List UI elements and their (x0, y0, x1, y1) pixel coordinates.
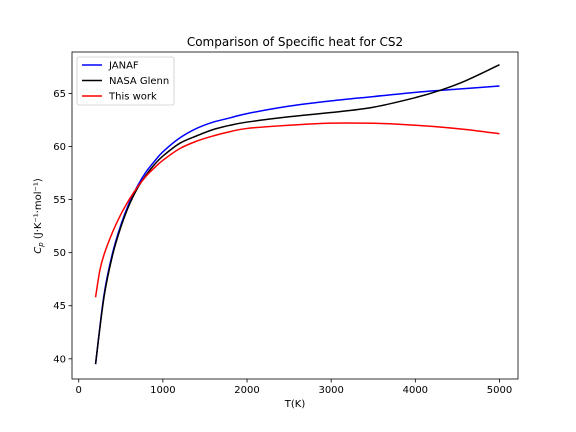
y-tick-label: 50 (53, 248, 66, 259)
legend-label-janaf: JANAF (108, 61, 139, 72)
y-axis-label-symbol: C (33, 247, 44, 254)
x-tick-label: 3000 (318, 385, 343, 396)
plot-frame (71, 51, 519, 380)
x-tick-label: 5000 (487, 385, 512, 396)
series-line-this-work (94, 122, 500, 298)
y-tick-label: 65 (53, 89, 66, 100)
x-tick-label: 1000 (150, 385, 175, 396)
y-axis-label: Cp (J·K⁻¹·mol⁻¹) (33, 178, 45, 254)
x-tick-label: 2000 (234, 385, 259, 396)
chart-title: Comparison of Specific heat for CS2 (187, 35, 403, 49)
x-tick-label: 4000 (403, 385, 428, 396)
x-axis-label: T(K) (284, 399, 306, 410)
x-tick-label: 0 (76, 385, 82, 396)
legend-box (76, 56, 175, 106)
series-line-nasa-glenn (94, 64, 500, 365)
legend-label-this-work: This work (108, 92, 157, 103)
y-tick-label: 60 (53, 142, 66, 153)
legend: JANAF NASA Glenn This work (76, 56, 175, 106)
axis-ticks: 0 1000 2000 3000 4000 5000 40 45 50 55 60 65 (53, 89, 512, 396)
y-axis-label-units: (J·K⁻¹·mol⁻¹) (33, 178, 44, 242)
y-tick-label: 40 (53, 354, 66, 365)
legend-label-nasa-glenn: NASA Glenn (109, 76, 169, 87)
plot-area (94, 64, 500, 365)
y-axis-label-subscript: p (37, 242, 45, 248)
y-tick-label: 55 (53, 195, 66, 206)
y-tick-label: 45 (53, 301, 66, 312)
